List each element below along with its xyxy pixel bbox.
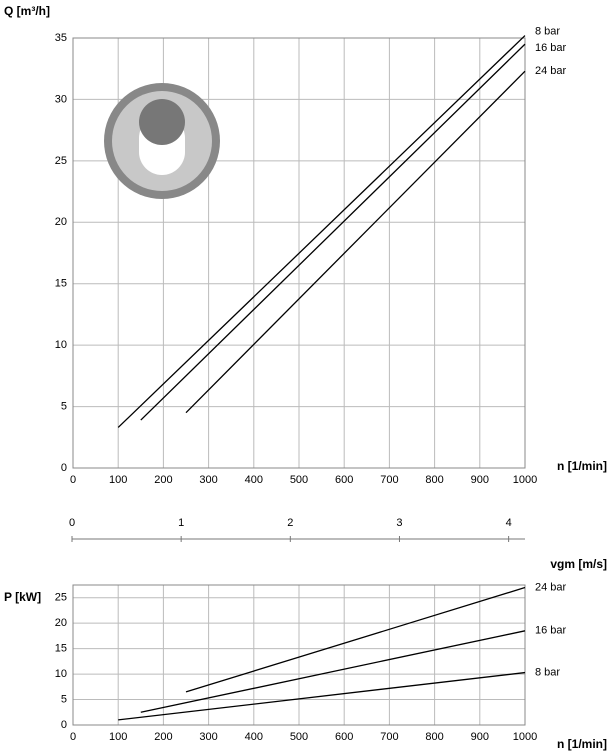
x-tick-label: 900 bbox=[471, 731, 489, 743]
x-tick-label: 1 bbox=[178, 517, 184, 529]
y-tick-label: 0 bbox=[61, 719, 67, 731]
series-line bbox=[185, 586, 526, 693]
y-axis-label: Q [m³/h] bbox=[4, 4, 50, 18]
y-tick-label: 30 bbox=[55, 93, 67, 105]
series-label: 16 bar bbox=[535, 625, 567, 637]
plot-frame bbox=[72, 37, 526, 469]
series-line bbox=[185, 70, 526, 414]
x-tick-label: 300 bbox=[199, 474, 217, 486]
y-tick-label: 25 bbox=[55, 592, 67, 604]
y-tick-label: 15 bbox=[55, 278, 67, 290]
y-axis-label: P [kW] bbox=[4, 590, 41, 604]
y-tick-label: 35 bbox=[55, 32, 67, 44]
x-axis-label: vgm [m/s] bbox=[550, 557, 607, 571]
x-tick-label: 0 bbox=[69, 517, 75, 529]
series-label: 24 bar bbox=[535, 65, 567, 77]
x-tick-label: 100 bbox=[109, 731, 127, 743]
pictogram bbox=[104, 83, 220, 199]
x-tick-label: 700 bbox=[380, 731, 398, 743]
x-tick-label: 600 bbox=[335, 474, 353, 486]
x-axis-label: n [1/min] bbox=[557, 737, 607, 751]
x-tick-label: 200 bbox=[154, 731, 172, 743]
x-tick-label: 800 bbox=[425, 474, 443, 486]
x-tick-label: 400 bbox=[245, 731, 263, 743]
x-tick-label: 4 bbox=[506, 517, 512, 529]
series-label: 8 bar bbox=[535, 25, 560, 37]
x-tick-label: 0 bbox=[70, 474, 76, 486]
x-axis-label: n [1/min] bbox=[557, 459, 607, 473]
x-tick-label: 300 bbox=[199, 731, 217, 743]
x-tick-label: 700 bbox=[380, 474, 398, 486]
y-tick-label: 20 bbox=[55, 617, 67, 629]
y-tick-label: 0 bbox=[61, 462, 67, 474]
x-tick-label: 1000 bbox=[513, 474, 537, 486]
x-tick-label: 600 bbox=[335, 731, 353, 743]
x-tick-label: 500 bbox=[290, 474, 308, 486]
x-tick-label: 400 bbox=[245, 474, 263, 486]
y-tick-label: 5 bbox=[61, 693, 67, 705]
series-line bbox=[140, 43, 526, 421]
y-tick-label: 25 bbox=[55, 155, 67, 167]
x-tick-label: 800 bbox=[425, 731, 443, 743]
x-tick-label: 3 bbox=[396, 517, 402, 529]
x-tick-label: 100 bbox=[109, 474, 127, 486]
x-tick-label: 2 bbox=[287, 517, 293, 529]
x-tick-label: 0 bbox=[70, 731, 76, 743]
series-label: 24 bar bbox=[535, 581, 567, 593]
x-tick-label: 1000 bbox=[513, 731, 537, 743]
y-tick-label: 15 bbox=[55, 643, 67, 655]
plot: 0 100 200 300 400 500 600 700 800 900 1000 0 5 10 15 20… bbox=[4, 581, 607, 751]
y-tick-label: 10 bbox=[55, 668, 67, 680]
series-line bbox=[117, 35, 526, 428]
series-label: 16 bar bbox=[535, 42, 567, 54]
y-tick-label: 5 bbox=[61, 400, 67, 412]
series-line bbox=[140, 630, 526, 713]
x-tick-label: 900 bbox=[471, 474, 489, 486]
x-tick-label: 500 bbox=[290, 731, 308, 743]
y-tick-label: 20 bbox=[55, 216, 67, 228]
series-line bbox=[118, 671, 526, 721]
x-tick-label: 200 bbox=[154, 474, 172, 486]
plot: 0 100 200 300 400 500 600 700 800 900 1000 0 5 10 15 20… bbox=[4, 4, 607, 486]
series-label: 8 bar bbox=[535, 666, 560, 678]
plot-frame bbox=[72, 584, 526, 726]
y-tick-label: 10 bbox=[55, 339, 67, 351]
